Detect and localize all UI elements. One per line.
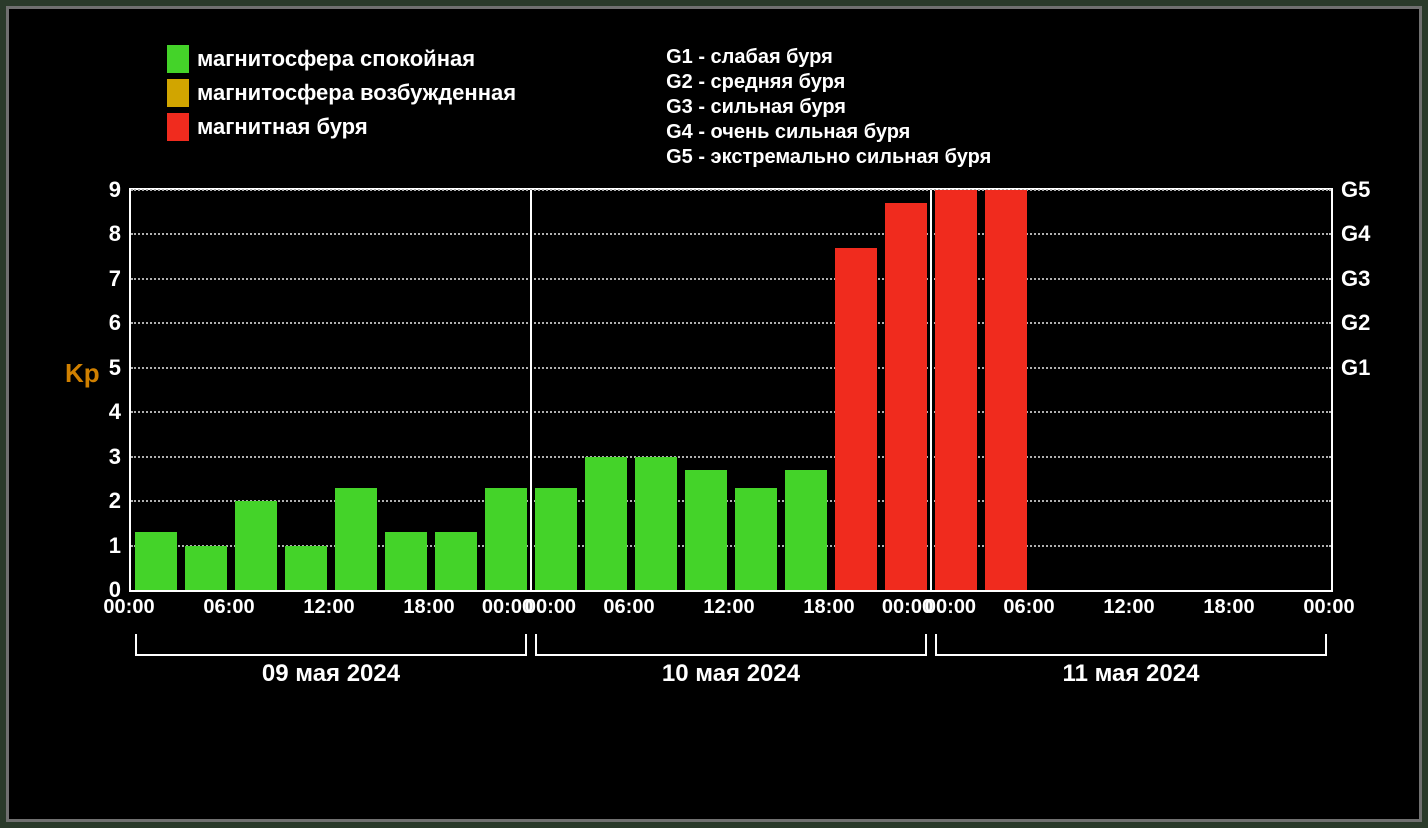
g-scale-descriptions: G1 - слабая буряG2 - средняя буряG3 - си…	[636, 45, 991, 170]
date-label: 10 мая 2024	[537, 660, 925, 688]
x-tick-label: 12:00	[303, 596, 354, 619]
x-tick-label: 06:00	[203, 596, 254, 619]
kp-bar	[935, 190, 977, 590]
kp-bar	[385, 532, 427, 590]
x-tick-label: 00:00	[103, 596, 154, 619]
kp-bar	[335, 488, 377, 590]
x-tick-label: 12:00	[703, 596, 754, 619]
g-description-line: G5 - экстремально сильная буря	[666, 145, 991, 170]
y-tick-label: 6	[109, 310, 131, 336]
grid-line	[131, 233, 1331, 235]
x-tick-label: 18:00	[403, 596, 454, 619]
y-tick-label: 3	[109, 444, 131, 470]
grid-line	[131, 500, 1331, 502]
kp-bar	[135, 532, 177, 590]
g-description-line: G4 - очень сильная буря	[666, 120, 991, 145]
legend-row: магнитосфера спокойная магнитосфера возбу…	[59, 37, 1369, 170]
kp-bar	[835, 248, 877, 590]
x-tick-label: 06:00	[603, 596, 654, 619]
g-description-line: G2 - средняя буря	[666, 70, 991, 95]
kp-bar	[685, 470, 727, 590]
y-tick-label: 4	[109, 399, 131, 425]
kp-bar	[785, 470, 827, 590]
chart-frame: магнитосфера спокойная магнитосфера возбу…	[6, 6, 1422, 822]
kp-bar	[185, 546, 227, 590]
legend-swatch	[167, 113, 189, 141]
grid-line	[131, 322, 1331, 324]
legend-item: магнитосфера спокойная	[167, 45, 516, 73]
x-tick-label: 00:00	[882, 596, 933, 619]
legend-label: магнитная буря	[197, 114, 368, 140]
y-tick-label: 2	[109, 488, 131, 514]
color-legend: магнитосфера спокойная магнитосфера возбу…	[167, 45, 516, 170]
kp-bar	[485, 488, 527, 590]
y-tick-label: 9	[109, 177, 131, 203]
grid-line	[131, 367, 1331, 369]
x-tick-label: 00:00	[1303, 596, 1354, 619]
grid-line	[131, 278, 1331, 280]
date-bracket: 10 мая 2024	[535, 634, 927, 656]
legend-label: магнитосфера спокойная	[197, 46, 475, 72]
date-bracket: 11 мая 2024	[935, 634, 1327, 656]
g-level-label: G1	[1331, 355, 1370, 381]
kp-bar	[285, 546, 327, 590]
y-tick-label: 7	[109, 266, 131, 292]
day-separator	[530, 190, 532, 590]
g-level-label: G3	[1331, 266, 1370, 292]
kp-bar	[435, 532, 477, 590]
g-level-label: G4	[1331, 221, 1370, 247]
kp-bar	[235, 501, 277, 590]
x-tick-label: 18:00	[1203, 596, 1254, 619]
day-separator	[930, 190, 932, 590]
g-level-label: G2	[1331, 310, 1370, 336]
x-tick-label: 06:00	[1003, 596, 1054, 619]
x-axis-hour-ticks: 00:00 06:00 12:00 18:00 00:00 06:00 12:00 18:00…	[129, 592, 1329, 620]
legend-label: магнитосфера возбужденная	[197, 80, 516, 106]
g-level-label: G5	[1331, 177, 1370, 203]
legend-item: магнитосфера возбужденная	[167, 79, 516, 107]
kp-bar	[735, 488, 777, 590]
outer-container: магнитосфера спокойная магнитосфера возбу…	[0, 0, 1428, 828]
date-bracket: 09 мая 2024	[135, 634, 527, 656]
grid-line	[131, 189, 1331, 191]
legend-swatch	[167, 45, 189, 73]
y-tick-label: 1	[109, 533, 131, 559]
kp-bar	[985, 190, 1027, 590]
x-tick-label: 18:00	[803, 596, 854, 619]
grid-line	[131, 411, 1331, 413]
date-label: 11 мая 2024	[937, 660, 1325, 688]
y-tick-label: 5	[109, 355, 131, 381]
legend-item: магнитная буря	[167, 113, 516, 141]
date-label: 09 мая 2024	[137, 660, 525, 688]
g-description-line: G3 - сильная буря	[666, 95, 991, 120]
g-description-line: G1 - слабая буря	[666, 45, 991, 70]
y-axis-title: Kp	[65, 358, 100, 389]
legend-swatch	[167, 79, 189, 107]
kp-bar	[885, 203, 927, 590]
x-tick-label: 00:00	[482, 596, 533, 619]
kp-bar	[635, 457, 677, 590]
kp-bar	[535, 488, 577, 590]
kp-bar	[585, 457, 627, 590]
x-tick-label: 12:00	[1103, 596, 1154, 619]
grid-line	[131, 456, 1331, 458]
y-tick-label: 8	[109, 221, 131, 247]
chart-area: Kp 0123456789G1G2G3G4G5 00:0006:0012:001…	[129, 188, 1369, 698]
x-axis-date-brackets: 09 мая 2024 10 мая 2024 11 мая 2024	[129, 634, 1329, 698]
plot-region: 0123456789G1G2G3G4G5	[129, 188, 1333, 592]
